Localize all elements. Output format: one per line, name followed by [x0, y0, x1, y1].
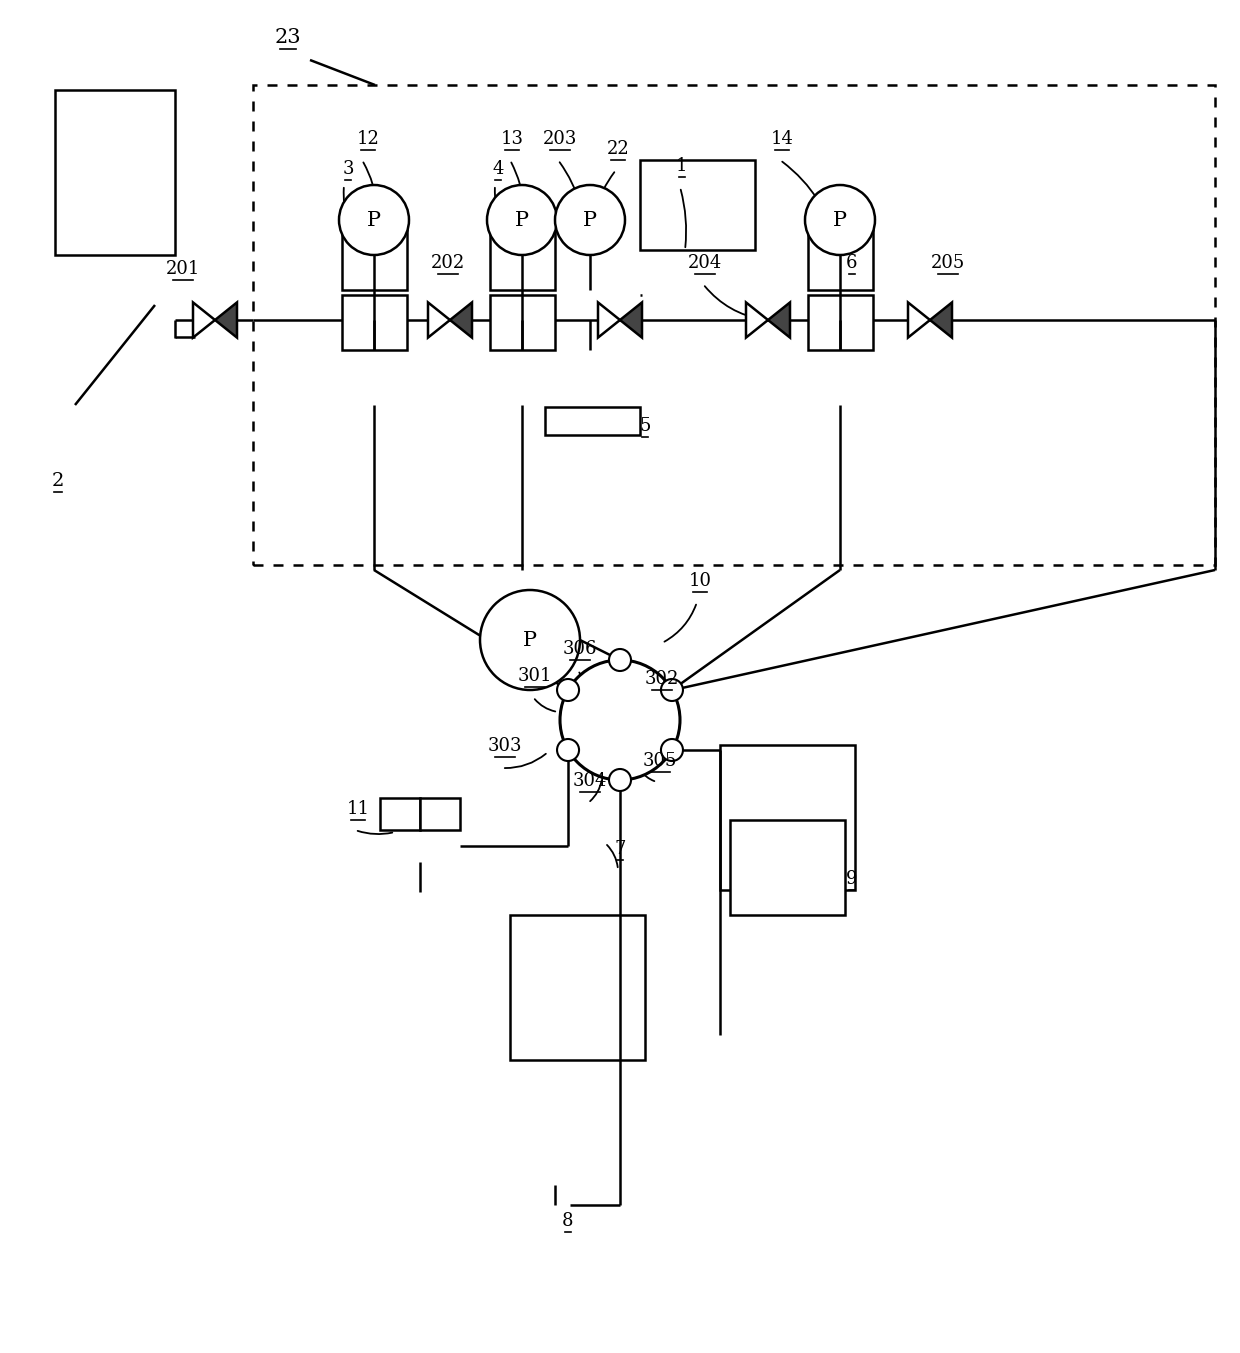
Text: 23: 23 — [275, 28, 301, 47]
Text: P: P — [515, 211, 529, 230]
Circle shape — [556, 185, 625, 254]
Polygon shape — [908, 303, 930, 338]
Text: 3: 3 — [342, 160, 353, 179]
Text: 205: 205 — [931, 254, 965, 272]
Text: 303: 303 — [487, 737, 522, 755]
Polygon shape — [746, 303, 768, 338]
Text: 201: 201 — [166, 260, 200, 277]
Bar — [808, 295, 873, 350]
Polygon shape — [620, 303, 642, 338]
Polygon shape — [193, 303, 215, 338]
Polygon shape — [930, 303, 952, 338]
Text: 10: 10 — [688, 572, 712, 590]
Bar — [808, 230, 873, 290]
Bar — [379, 798, 420, 829]
Circle shape — [805, 185, 875, 254]
Bar — [55, 91, 175, 254]
Bar — [640, 160, 755, 250]
Text: 12: 12 — [357, 130, 379, 147]
Text: 304: 304 — [573, 773, 608, 790]
Text: 2: 2 — [52, 472, 64, 490]
Polygon shape — [768, 303, 790, 338]
Circle shape — [560, 660, 680, 779]
Circle shape — [487, 185, 557, 254]
Circle shape — [661, 679, 683, 701]
Text: 204: 204 — [688, 254, 722, 272]
Circle shape — [609, 649, 631, 671]
Polygon shape — [215, 303, 237, 338]
Bar — [720, 746, 856, 890]
Text: 9: 9 — [846, 870, 858, 888]
Circle shape — [480, 590, 580, 690]
Text: 7: 7 — [614, 840, 626, 858]
Circle shape — [339, 185, 409, 254]
Bar — [490, 295, 556, 350]
Bar — [490, 230, 556, 290]
Polygon shape — [450, 303, 472, 338]
Bar — [730, 820, 844, 915]
Text: 5: 5 — [640, 417, 651, 436]
Text: 301: 301 — [518, 667, 552, 685]
Text: 22: 22 — [606, 139, 630, 158]
Text: 8: 8 — [562, 1212, 574, 1230]
Text: 6: 6 — [846, 254, 858, 272]
Circle shape — [557, 679, 579, 701]
Bar — [342, 230, 407, 290]
Circle shape — [661, 739, 683, 760]
Text: 306: 306 — [563, 640, 598, 658]
Text: P: P — [833, 211, 847, 230]
Bar — [546, 407, 640, 436]
Bar — [510, 915, 645, 1059]
Text: 4: 4 — [492, 160, 503, 179]
Text: 305: 305 — [642, 752, 677, 770]
Text: 13: 13 — [501, 130, 523, 147]
Text: 11: 11 — [346, 800, 370, 819]
Text: P: P — [583, 211, 596, 230]
Text: 202: 202 — [430, 254, 465, 272]
Polygon shape — [428, 303, 450, 338]
Text: P: P — [367, 211, 381, 230]
Text: P: P — [523, 630, 537, 649]
Circle shape — [557, 739, 579, 760]
Bar — [253, 85, 1215, 566]
Text: 203: 203 — [543, 130, 577, 147]
Text: 14: 14 — [770, 130, 794, 147]
Text: 1: 1 — [676, 157, 688, 175]
Text: 302: 302 — [645, 670, 680, 687]
Circle shape — [609, 769, 631, 792]
Polygon shape — [598, 303, 620, 338]
Bar — [420, 798, 460, 829]
Bar — [342, 295, 407, 350]
